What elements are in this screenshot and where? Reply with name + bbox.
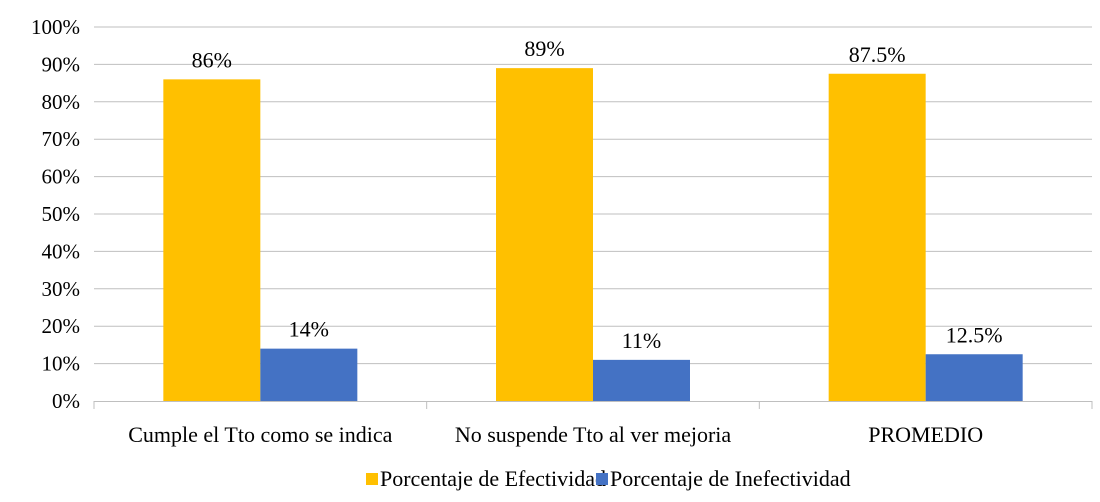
x-category-label: Cumple el Tto como se indica <box>128 422 392 447</box>
data-labels: 86% 14% 89% 11% 87.5% 12.5% <box>192 36 1003 353</box>
y-tick-label: 60% <box>42 165 81 189</box>
data-label: 12.5% <box>946 322 1003 347</box>
data-label: 86% <box>192 47 232 72</box>
category-labels: Cumple el Tto como se indica No suspende … <box>128 422 983 447</box>
legend-entry: Porcentaje de Efectividad <box>380 466 606 491</box>
data-label: 89% <box>524 36 564 61</box>
y-tick-label: 0% <box>52 389 80 413</box>
y-tick-label: 70% <box>42 127 81 151</box>
y-tick-label: 90% <box>42 52 81 76</box>
legend-swatch <box>366 473 378 485</box>
x-category-label: No suspende Tto al ver mejoria <box>455 422 732 447</box>
y-tick-label: 20% <box>42 314 81 338</box>
y-axis-tick-labels: 0% 10% 20% 30% 40% 50% 60% 70% 80% 90% 100% <box>31 15 80 413</box>
bar-efectividad <box>828 73 926 401</box>
legend-swatch <box>596 473 608 485</box>
y-tick-label: 40% <box>42 239 81 263</box>
x-axis <box>93 401 1093 409</box>
data-label: 11% <box>622 328 662 353</box>
y-tick-label: 80% <box>42 90 81 114</box>
data-label: 14% <box>289 317 329 342</box>
y-tick-label: 100% <box>31 15 80 39</box>
legend: Porcentaje de Efectividad Porcentaje de I… <box>366 466 851 491</box>
y-tick-label: 30% <box>42 277 81 301</box>
bar-inefectividad <box>925 354 1023 401</box>
bar-efectividad <box>163 79 261 402</box>
bar-inefectividad <box>260 348 358 401</box>
y-tick-label: 10% <box>42 352 81 376</box>
x-category-label: PROMEDIO <box>868 422 983 447</box>
data-label: 87.5% <box>849 42 906 67</box>
bars <box>163 68 1023 402</box>
y-tick-label: 50% <box>42 202 81 226</box>
bar-inefectividad <box>593 359 690 401</box>
legend-entry: Porcentaje de Inefectividad <box>610 466 851 491</box>
bar-efectividad <box>496 68 593 401</box>
